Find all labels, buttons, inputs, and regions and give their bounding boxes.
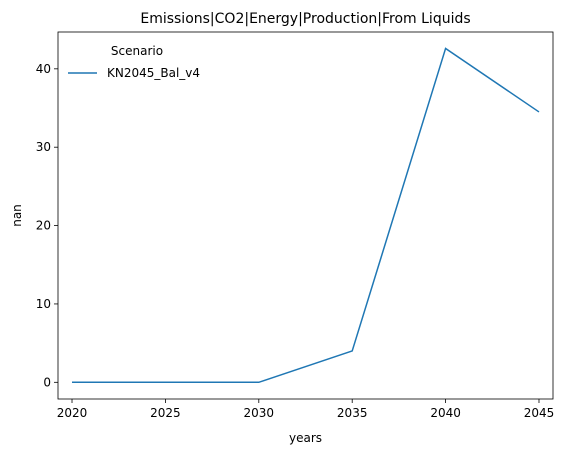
x-tick-label: 2025 — [150, 406, 181, 420]
x-tick-label: 2045 — [524, 406, 555, 420]
x-tick-label: 2040 — [430, 406, 461, 420]
legend: Scenario KN2045_Bal_v4 — [68, 44, 200, 80]
y-tick-label: 0 — [43, 375, 51, 389]
x-tick-label: 2020 — [57, 406, 88, 420]
y-axis-label: nan — [10, 204, 24, 227]
y-tick-label: 40 — [36, 62, 51, 76]
series-line — [72, 47, 540, 384]
legend-entry: KN2045_Bal_v4 — [107, 66, 200, 80]
legend-title: Scenario — [111, 44, 163, 58]
series-layer — [72, 47, 540, 384]
plot-frame — [57, 31, 554, 400]
chart-title: Emissions|CO2|Energy|Production|From Liq… — [140, 11, 470, 27]
x-axis: 2020 2025 2030 2035 2040 2045 — [57, 399, 555, 420]
x-axis-label: years — [289, 431, 322, 445]
y-tick-label: 20 — [36, 219, 51, 233]
x-tick-label: 2030 — [244, 406, 275, 420]
y-tick-label: 30 — [36, 140, 51, 154]
y-axis: 0 10 20 30 40 — [36, 62, 58, 389]
y-tick-label: 10 — [36, 297, 51, 311]
x-tick-label: 2035 — [337, 406, 368, 420]
